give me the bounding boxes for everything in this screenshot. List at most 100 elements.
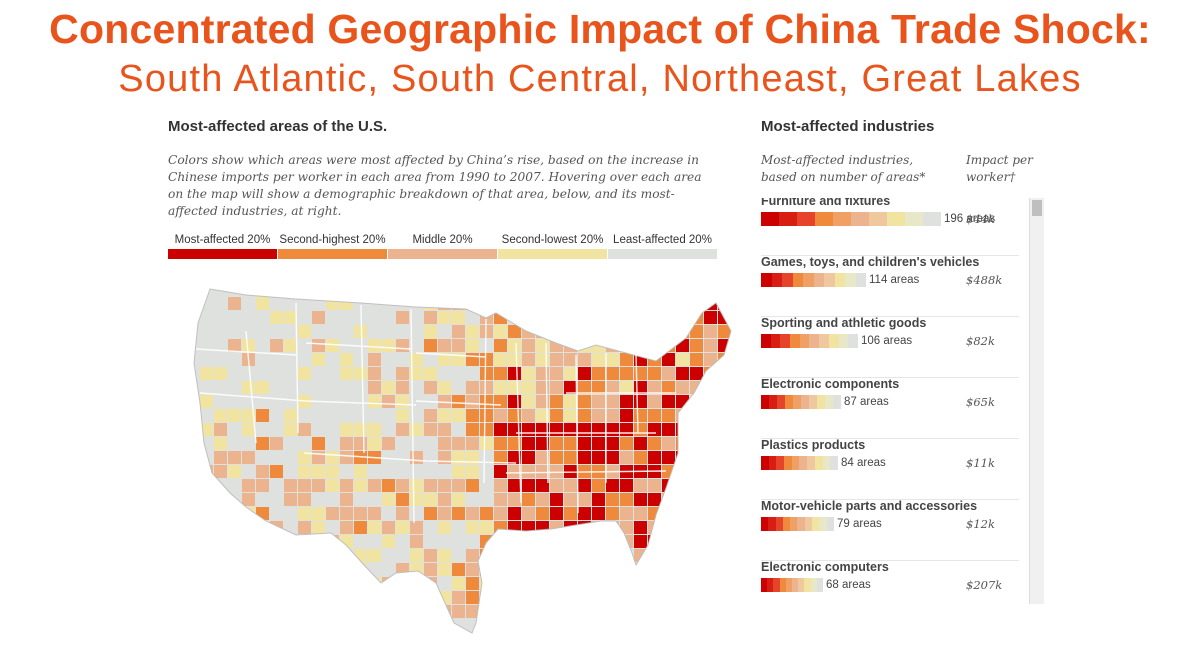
map-area[interactable] [690,465,703,478]
map-area[interactable] [326,563,339,576]
map-area[interactable] [718,549,731,562]
map-area[interactable] [662,353,675,366]
map-area[interactable] [732,297,734,310]
map-area[interactable] [480,395,493,408]
map-area[interactable] [228,605,241,618]
map-area[interactable] [256,409,269,422]
map-area[interactable] [466,521,479,534]
map-area[interactable] [298,283,311,296]
map-area[interactable] [508,563,521,576]
map-area[interactable] [326,605,339,618]
map-area[interactable] [270,493,283,506]
map-area[interactable] [648,493,661,506]
map-area[interactable] [704,367,717,380]
map-area[interactable] [242,479,255,492]
map-area[interactable] [312,549,325,562]
map-area[interactable] [634,325,647,338]
map-area[interactable] [606,549,619,562]
map-area[interactable] [466,283,479,296]
map-area[interactable] [368,353,381,366]
map-area[interactable] [382,619,395,632]
map-area[interactable] [452,395,465,408]
map-area[interactable] [354,451,367,464]
map-area[interactable] [718,451,731,464]
map-area[interactable] [620,409,633,422]
map-area[interactable] [564,353,577,366]
map-area[interactable] [340,325,353,338]
map-area[interactable] [648,409,661,422]
map-area[interactable] [606,493,619,506]
map-area[interactable] [620,451,633,464]
map-area[interactable] [606,339,619,352]
map-area[interactable] [340,283,353,296]
map-area[interactable] [606,437,619,450]
map-area[interactable] [690,367,703,380]
map-area[interactable] [508,381,521,394]
map-area[interactable] [354,507,367,520]
map-area[interactable] [312,479,325,492]
map-area[interactable] [368,521,381,534]
map-area[interactable] [536,507,549,520]
map-area[interactable] [284,633,297,638]
map-area[interactable] [550,549,563,562]
map-area[interactable] [592,535,605,548]
map-area[interactable] [606,283,619,296]
map-area[interactable] [438,339,451,352]
map-area[interactable] [578,423,591,436]
map-area[interactable] [284,437,297,450]
map-area[interactable] [270,367,283,380]
map-area[interactable] [550,283,563,296]
map-area[interactable] [340,507,353,520]
map-area[interactable] [718,367,731,380]
map-area[interactable] [326,535,339,548]
map-area[interactable] [340,591,353,604]
map-area[interactable] [550,353,563,366]
map-area[interactable] [494,381,507,394]
map-area[interactable] [396,479,409,492]
map-area[interactable] [536,521,549,534]
map-area[interactable] [186,507,199,520]
map-area[interactable] [564,437,577,450]
map-area[interactable] [382,577,395,590]
map-area[interactable] [396,437,409,450]
map-area[interactable] [564,605,577,618]
map-area[interactable] [592,605,605,618]
map-area[interactable] [354,563,367,576]
map-area[interactable] [452,549,465,562]
map-area[interactable] [690,605,703,618]
map-area[interactable] [704,507,717,520]
map-area[interactable] [578,353,591,366]
map-area[interactable] [214,619,227,632]
map-area[interactable] [732,465,734,478]
map-area[interactable] [648,311,661,324]
map-area[interactable] [284,563,297,576]
map-area[interactable] [186,577,199,590]
map-area[interactable] [494,507,507,520]
map-area[interactable] [732,409,734,422]
map-area[interactable] [410,325,423,338]
map-area[interactable] [452,563,465,576]
map-area[interactable] [452,381,465,394]
map-area[interactable] [494,395,507,408]
map-area[interactable] [312,563,325,576]
map-area[interactable] [382,325,395,338]
map-area[interactable] [214,591,227,604]
map-area[interactable] [564,507,577,520]
map-area[interactable] [242,297,255,310]
map-area[interactable] [466,339,479,352]
map-area[interactable] [732,577,734,590]
map-area[interactable] [186,465,199,478]
map-area[interactable] [214,339,227,352]
map-area[interactable] [662,507,675,520]
map-area[interactable] [270,451,283,464]
map-area[interactable] [270,479,283,492]
map-area[interactable] [676,619,689,632]
map-area[interactable] [382,591,395,604]
map-area[interactable] [634,423,647,436]
map-area[interactable] [718,423,731,436]
map-area[interactable] [592,381,605,394]
map-area[interactable] [228,437,241,450]
map-area[interactable] [536,451,549,464]
map-area[interactable] [270,437,283,450]
map-area[interactable] [354,465,367,478]
